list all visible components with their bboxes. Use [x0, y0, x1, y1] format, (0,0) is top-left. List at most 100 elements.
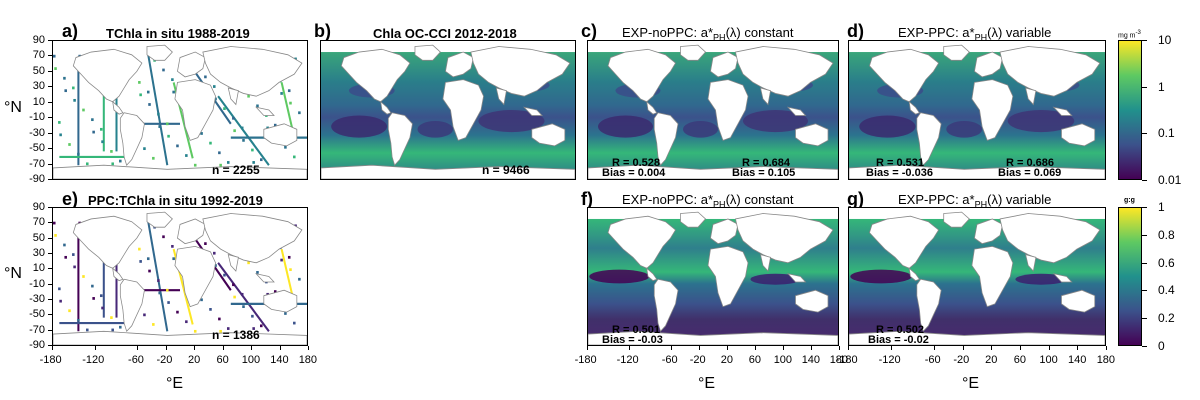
y-tick-mark	[48, 102, 52, 103]
x-tick-mark	[1077, 346, 1078, 350]
y-tick-label: 50	[33, 66, 45, 77]
x-tick-mark	[891, 346, 892, 350]
colorbar-bottom-unit: g:g	[1124, 197, 1135, 204]
x-tick-label: 100	[1039, 355, 1057, 366]
x-tick-label: 60	[216, 355, 228, 366]
panel-d-title-prefix: EXP-PPC: a*	[898, 25, 975, 40]
panel-f-title-prefix: EXP-noPPC: a*	[622, 192, 713, 207]
panel-g-title-prefix: EXP-PPC: a*	[898, 192, 975, 207]
x-axis-label-g: °E	[962, 376, 979, 392]
x-tick-label: 20	[721, 355, 733, 366]
y-tick-label: 90	[33, 35, 45, 46]
colorbar-tick-mark	[1142, 290, 1147, 291]
y-tick-label: 10	[33, 97, 45, 108]
colorbar-bottom	[1118, 207, 1142, 346]
colorbar-tick-label: 0.1	[1158, 127, 1175, 139]
colorbar-tick-mark	[1142, 207, 1147, 208]
panel-a-count: n = 2255	[212, 163, 260, 177]
y-tick-mark	[48, 268, 52, 269]
x-tick-label: -180	[836, 355, 858, 366]
colorbar-tick-label: 0.2	[1158, 312, 1175, 324]
colorbar-top-unit: mg m-3	[1118, 30, 1141, 39]
x-tick-mark	[1049, 346, 1050, 350]
x-tick-mark	[963, 346, 964, 350]
x-tick-mark	[194, 346, 195, 350]
x-tick-label: 140	[270, 355, 288, 366]
colorbar-top-unit-text: mg m	[1118, 32, 1136, 39]
y-tick-label: -10	[29, 279, 45, 290]
panel-d-bias2: Bias = 0.069	[998, 168, 1061, 179]
panel-c-title-prefix: EXP-noPPC: a*	[622, 25, 713, 40]
y-tick-mark	[48, 117, 52, 118]
y-tick-mark	[48, 299, 52, 300]
y-tick-label: 10	[33, 263, 45, 274]
y-tick-mark	[48, 164, 52, 165]
x-tick-mark	[629, 346, 630, 350]
panel-f-label: f)	[581, 190, 593, 208]
colorbar-top-unit-sup: -3	[1136, 30, 1141, 36]
x-tick-label: 20	[985, 355, 997, 366]
x-tick-label: -20	[953, 355, 969, 366]
y-tick-label: -70	[29, 159, 45, 170]
x-tick-label: -180	[40, 355, 62, 366]
x-tick-mark	[308, 346, 309, 350]
x-tick-mark	[848, 346, 849, 350]
x-tick-label: 140	[802, 355, 820, 366]
colorbar-top	[1118, 40, 1142, 180]
x-tick-label: 100	[774, 355, 792, 366]
x-tick-label: 140	[1068, 355, 1086, 366]
y-tick-label: -50	[29, 143, 45, 154]
x-tick-label: -60	[128, 355, 144, 366]
colorbar-tick-label: 0.8	[1158, 229, 1175, 241]
panel-a-map	[52, 40, 308, 180]
x-tick-mark	[755, 346, 756, 350]
x-tick-mark	[223, 346, 224, 350]
panel-b-label: b)	[314, 22, 331, 40]
x-tick-label: 180	[1097, 355, 1115, 366]
colorbar-tick-mark	[1142, 346, 1147, 347]
x-tick-label: -180	[575, 355, 597, 366]
x-tick-label: -120	[617, 355, 639, 366]
y-tick-label: -70	[29, 325, 45, 336]
x-tick-label: 180	[299, 355, 317, 366]
x-tick-mark	[1106, 346, 1107, 350]
colorbar-tick-label: 0.01	[1158, 174, 1181, 186]
y-tick-mark	[48, 55, 52, 56]
colorbar-tick-label: 10	[1158, 34, 1171, 46]
y-tick-label: 30	[33, 248, 45, 259]
x-tick-mark	[587, 346, 588, 350]
colorbar-tick-label: 0.4	[1158, 284, 1175, 296]
panel-g-title-suffix: (λ) variable	[987, 192, 1051, 207]
colorbar-tick-label: 1	[1158, 81, 1165, 93]
x-tick-label: -120	[82, 355, 104, 366]
x-tick-label: 100	[242, 355, 260, 366]
y-tick-label: 70	[33, 217, 45, 228]
x-axis-label-f: °E	[698, 376, 715, 392]
y-tick-label: -90	[29, 340, 45, 351]
x-tick-mark	[1020, 346, 1021, 350]
x-tick-mark	[699, 346, 700, 350]
x-tick-mark	[991, 346, 992, 350]
x-tick-mark	[52, 346, 53, 350]
y-tick-label: -10	[29, 112, 45, 123]
colorbar-tick-label: 0.6	[1158, 257, 1175, 269]
y-tick-mark	[48, 253, 52, 254]
y-axis-label-top: °N	[4, 100, 22, 116]
panel-e-label: e)	[62, 190, 78, 208]
x-tick-label: 20	[188, 355, 200, 366]
panel-b-map	[320, 40, 576, 180]
y-tick-label: -50	[29, 309, 45, 320]
panel-d-label: d)	[847, 22, 864, 40]
y-tick-mark	[48, 330, 52, 331]
y-tick-label: -90	[29, 174, 45, 185]
x-tick-mark	[783, 346, 784, 350]
x-tick-mark	[671, 346, 672, 350]
x-tick-mark	[95, 346, 96, 350]
colorbar-tick-mark	[1142, 180, 1147, 181]
colorbar-tick-mark	[1142, 318, 1147, 319]
panel-e-title: PPC:TChla in situ 1992-2019	[88, 194, 263, 208]
panel-a-label: a)	[62, 22, 78, 40]
y-tick-label: -30	[29, 128, 45, 139]
x-tick-mark	[166, 346, 167, 350]
colorbar-tick-mark	[1142, 263, 1147, 264]
